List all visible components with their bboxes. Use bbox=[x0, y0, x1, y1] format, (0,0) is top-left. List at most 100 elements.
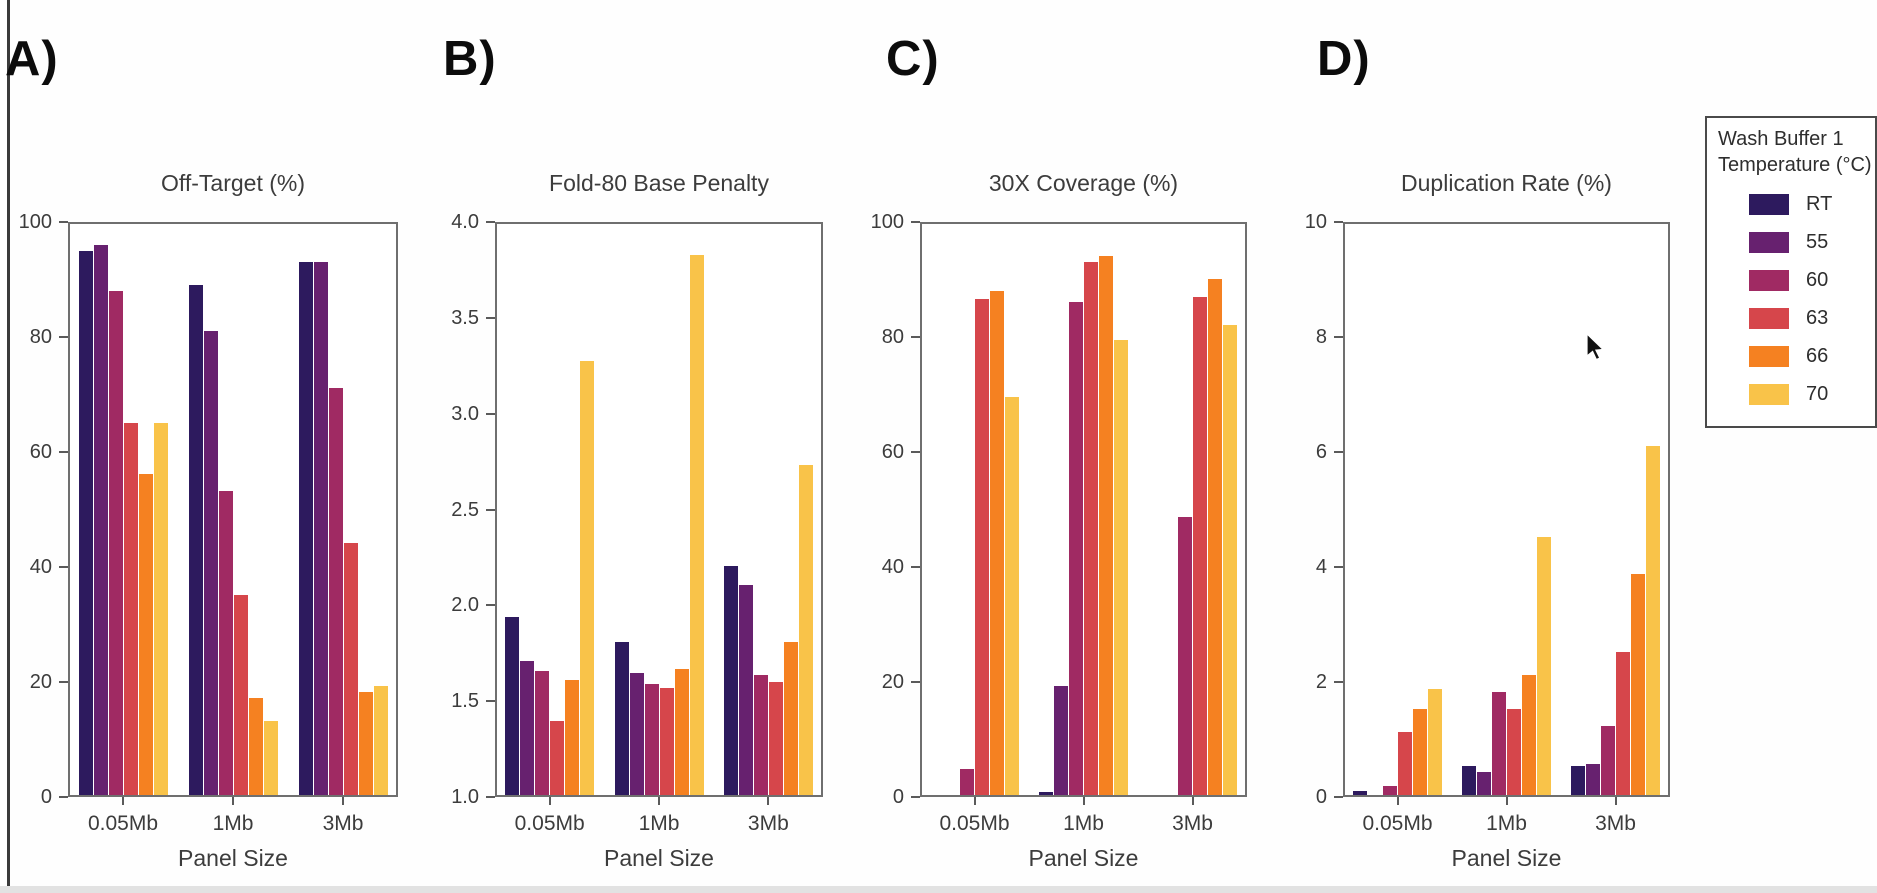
bar-group bbox=[188, 222, 278, 795]
y-tick-mark bbox=[911, 566, 920, 568]
left-edge-line bbox=[7, 0, 10, 887]
y-tick-mark bbox=[59, 681, 68, 683]
bar-60-1Mb bbox=[1492, 691, 1506, 795]
plot-area bbox=[68, 222, 398, 797]
x-category-label: 1Mb bbox=[212, 812, 254, 835]
panel-letter: A) bbox=[5, 32, 59, 86]
chart-title: 30X Coverage (%) bbox=[988, 170, 1179, 196]
y-tick-label: 100 bbox=[870, 211, 904, 233]
y-tick-label: 4 bbox=[1315, 556, 1327, 578]
y-tick-mark bbox=[911, 221, 920, 223]
y-tick-mark bbox=[486, 700, 495, 703]
legend: Wash Buffer 1 Temperature (°C) RT 55 60 63 6… bbox=[1705, 116, 1877, 428]
y-tick-mark bbox=[59, 221, 68, 223]
y-tick-mark bbox=[911, 681, 920, 683]
x-tick-mark bbox=[232, 797, 234, 805]
y-tick-label: 10 bbox=[1304, 211, 1327, 233]
x-category-label: 1Mb bbox=[1486, 812, 1527, 835]
legend-color-swatch bbox=[1749, 231, 1789, 253]
bar-70-3Mb bbox=[1646, 445, 1660, 795]
x-category-label: 3Mb bbox=[1172, 812, 1213, 835]
x-category-label: 0.05Mb bbox=[1362, 812, 1433, 835]
y-tick-label: 1.0 bbox=[451, 786, 479, 808]
bar-55-1Mb bbox=[1054, 686, 1068, 795]
bar-group bbox=[78, 222, 168, 795]
y-tick-mark bbox=[911, 451, 920, 453]
y-tick-mark bbox=[1334, 796, 1343, 798]
bar-60-0.05Mb bbox=[108, 290, 123, 795]
legend-color-swatch bbox=[1749, 345, 1789, 367]
x-tick-mark bbox=[342, 797, 344, 805]
x-tick-mark bbox=[1614, 797, 1617, 805]
y-tick-mark bbox=[1334, 451, 1343, 453]
y-tick-mark bbox=[486, 316, 495, 319]
bar-55-0.05Mb bbox=[93, 244, 108, 795]
legend-entry-label: 60 bbox=[1806, 268, 1829, 291]
mouse-cursor-icon bbox=[1586, 334, 1605, 361]
x-tick-mark bbox=[1396, 797, 1399, 805]
y-tick-label: 2 bbox=[1315, 671, 1327, 693]
bar-group bbox=[505, 222, 595, 795]
chart-title: Off-Target (%) bbox=[161, 170, 305, 196]
x-category-label: 1Mb bbox=[1063, 812, 1104, 835]
y-tick-label: 0 bbox=[892, 786, 904, 808]
bar-66-0.05Mb bbox=[1413, 709, 1427, 795]
bar-55-3Mb bbox=[313, 262, 328, 795]
plot-area bbox=[1343, 222, 1670, 797]
bar-63-0.05Mb bbox=[123, 422, 138, 795]
y-tick-label: 20 bbox=[881, 671, 904, 693]
bar-60-1Mb bbox=[218, 491, 233, 795]
x-category-label: 1Mb bbox=[638, 812, 680, 835]
bar-63-1Mb bbox=[233, 594, 248, 795]
y-tick-mark bbox=[59, 336, 68, 338]
plot-area bbox=[920, 222, 1247, 797]
y-tick-label: 0 bbox=[1315, 786, 1327, 808]
legend-title-line1: Wash Buffer 1 bbox=[1718, 128, 1844, 150]
y-tick-label: 4.0 bbox=[451, 211, 479, 233]
bar-66-1Mb bbox=[1522, 674, 1536, 795]
bar-RT-3Mb bbox=[723, 565, 738, 795]
bar-66-1Mb bbox=[1099, 256, 1113, 795]
bar-63-0.05Mb bbox=[550, 720, 565, 795]
legend-color-swatch bbox=[1749, 193, 1789, 215]
bar-63-1Mb bbox=[1507, 709, 1521, 795]
bar-66-0.05Mb bbox=[565, 680, 580, 795]
x-axis-label: Panel Size bbox=[1028, 845, 1139, 871]
bar-RT-0.05Mb bbox=[1353, 791, 1367, 795]
bar-group bbox=[723, 222, 813, 795]
bar-66-1Mb bbox=[248, 697, 263, 795]
x-category-label: 0.05Mb bbox=[87, 812, 159, 835]
bar-60-3Mb bbox=[1601, 726, 1615, 795]
bar-group bbox=[1571, 222, 1660, 795]
bar-70-0.05Mb bbox=[1005, 396, 1019, 795]
y-tick-label: 60 bbox=[881, 441, 904, 463]
x-tick-mark bbox=[548, 797, 551, 805]
bar-66-0.05Mb bbox=[138, 474, 153, 795]
legend-title-line2: Temperature (°C) bbox=[1718, 154, 1872, 176]
bar-55-1Mb bbox=[203, 330, 218, 795]
legend-row: 66 bbox=[1707, 337, 1875, 375]
y-tick-mark bbox=[1334, 336, 1343, 338]
y-tick-label: 1.5 bbox=[451, 690, 479, 713]
bar-60-3Mb bbox=[328, 388, 343, 795]
bar-group bbox=[1148, 222, 1237, 795]
y-tick-mark bbox=[59, 796, 68, 798]
bar-RT-1Mb bbox=[614, 642, 629, 795]
bar-RT-1Mb bbox=[1462, 766, 1476, 795]
bar-55-0.05Mb bbox=[520, 661, 535, 795]
bar-group bbox=[1039, 222, 1128, 795]
y-tick-label: 2.0 bbox=[451, 594, 479, 617]
bar-group bbox=[298, 222, 388, 795]
bar-60-0.05Mb bbox=[960, 769, 974, 795]
y-tick-mark bbox=[486, 604, 495, 607]
legend-row: 63 bbox=[1707, 299, 1875, 337]
x-tick-mark bbox=[658, 797, 660, 805]
y-tick-label: 80 bbox=[29, 326, 52, 348]
x-category-label: 3Mb bbox=[747, 812, 789, 835]
y-tick-label: 3.0 bbox=[451, 402, 479, 425]
y-tick-label: 40 bbox=[29, 556, 52, 578]
bar-group bbox=[1353, 222, 1442, 795]
bar-60-0.05Mb bbox=[1383, 786, 1397, 795]
panel-letter: B) bbox=[443, 32, 497, 86]
legend-color-swatch bbox=[1749, 383, 1789, 405]
